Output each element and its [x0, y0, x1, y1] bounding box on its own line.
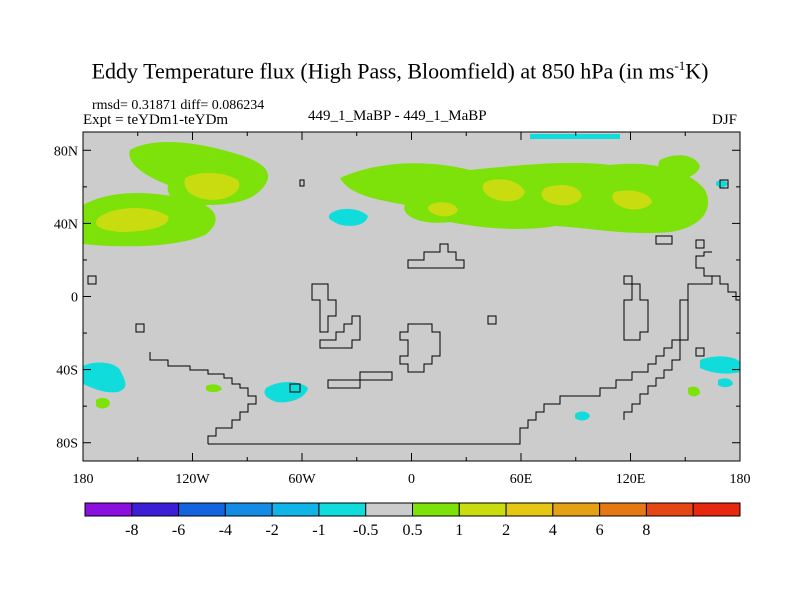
colorbar-box: [84, 502, 133, 517]
contour-pos-south-pacific-small: [206, 384, 222, 393]
colorbar-label: 2: [502, 522, 510, 539]
contour-neg-east-small: [718, 378, 733, 388]
contour-pos-southwest: [96, 397, 110, 409]
x-tick-label: 60E: [510, 472, 533, 487]
colorbar-label: -6: [172, 522, 185, 539]
colorbar-label: -2: [265, 522, 278, 539]
contour-neg-north-atlantic: [328, 208, 368, 226]
contour-pos-0.5-eurasia: [340, 162, 709, 234]
contour-pos-0.5-east-arctic: [658, 155, 700, 179]
chart-title: Eddy Temperature flux (High Pass, Bloomf…: [91, 58, 709, 84]
x-tick-label: 180: [73, 472, 94, 487]
contour-pos-1-eurasia-d: [427, 202, 458, 217]
colorbar-box: [645, 502, 694, 517]
contour-neg-south-atlantic: [264, 382, 308, 403]
contour-pos-1-eurasia-a: [482, 179, 525, 202]
y-tick-label: 40S: [56, 364, 78, 379]
contour-pos-1-eurasia-c: [612, 190, 652, 210]
y-tick-label: 40N: [54, 217, 78, 232]
colorbar-box: [365, 502, 414, 517]
colorbar-label: -4: [219, 522, 232, 539]
x-tick-label: 0: [408, 472, 415, 487]
y-axis: 80N 40N 0 40S 80S: [54, 144, 740, 452]
contour-pos-east-small: [688, 386, 700, 397]
x-axis: 180 120W 60W 0 60E 120E 180: [73, 132, 751, 487]
colorbar-box: [552, 502, 601, 517]
x-tick-label: 60W: [288, 472, 316, 487]
colorbar-box: [458, 502, 507, 517]
colorbar-label: -0.5: [353, 522, 378, 539]
contour-pos-1-north-pacific: [184, 172, 240, 200]
center-label: 449_1_MaBP - 449_1_MaBP: [308, 108, 487, 124]
colorbar-box: [131, 502, 180, 517]
colorbar-label: 1: [455, 522, 463, 539]
y-tick-label: 80S: [56, 437, 78, 452]
season-label: DJF: [712, 112, 738, 128]
colorbar-label: 0.5: [403, 522, 423, 539]
contour-pos-1-eurasia-b: [541, 184, 582, 206]
colorbar-box: [318, 502, 367, 517]
stats-line: rmsd= 0.31871 diff= 0.086234: [92, 98, 265, 113]
colorbar-box: [224, 502, 273, 517]
colorbar: -8 -6 -4 -2 -1 -0.5 0.5 1 2 4 6 8: [84, 502, 741, 539]
y-tick-label: 0: [71, 291, 78, 306]
colorbar-label: 4: [549, 522, 557, 539]
colorbar-label: -1: [312, 522, 325, 539]
contour-neg-arctic-strip: [530, 134, 620, 139]
y-tick-label: 80N: [54, 144, 78, 159]
x-tick-label: 120W: [175, 472, 210, 487]
contour-neg-southwest-pacific: [83, 362, 126, 393]
x-tick-label: 180: [730, 472, 751, 487]
contour-pos-1-west-nh: [96, 207, 169, 232]
contour-neg-east-south-pacific: [700, 356, 740, 374]
colorbar-box: [599, 502, 647, 517]
experiment-label: Expt = teYDm1-teYDm: [83, 112, 229, 128]
colorbar-label: -8: [125, 522, 138, 539]
contour-neg-indian-ocean: [575, 411, 590, 421]
colorbar-box: [271, 502, 320, 517]
colorbar-box: [692, 502, 741, 517]
colorbar-label: 8: [642, 522, 650, 539]
colorbar-label: 6: [596, 522, 604, 539]
colorbar-box: [178, 502, 226, 517]
colorbar-box: [412, 502, 460, 517]
x-tick-label: 120E: [616, 472, 646, 487]
coastlines: [87, 179, 740, 445]
colorbar-box: [505, 502, 554, 517]
contour-neg-pacific-small: [716, 180, 728, 188]
